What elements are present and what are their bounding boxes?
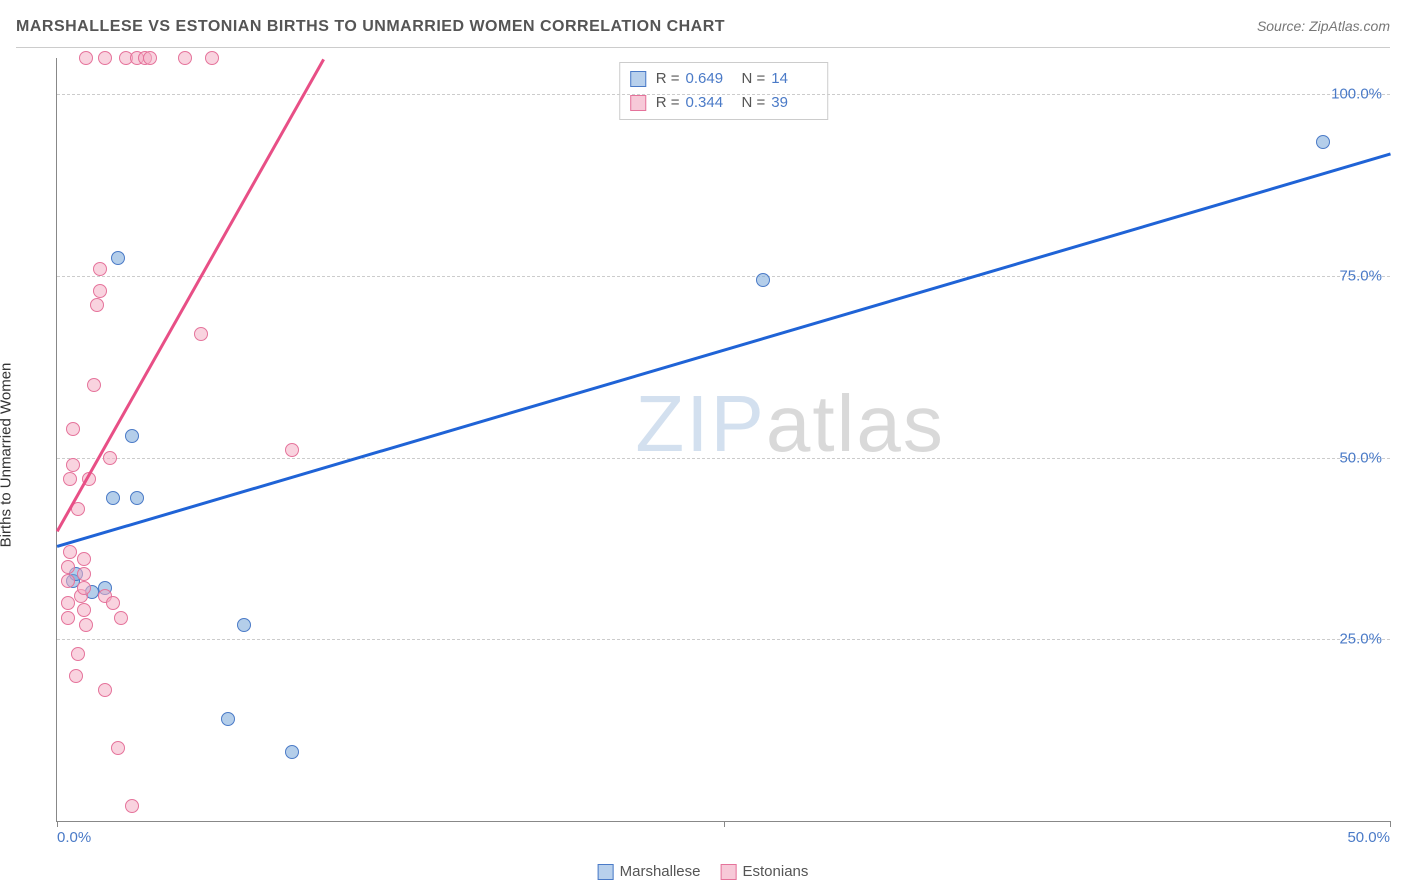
scatter-point xyxy=(205,51,219,65)
scatter-point xyxy=(79,51,93,65)
stats-row: R =0.649 N =14 xyxy=(630,67,818,91)
scatter-point xyxy=(143,51,157,65)
scatter-point xyxy=(111,741,125,755)
legend-label: Marshallese xyxy=(620,863,701,880)
y-axis-label: Births to Unmarried Women xyxy=(0,363,15,548)
scatter-point xyxy=(237,618,251,632)
scatter-point xyxy=(71,647,85,661)
legend-label: Estonians xyxy=(743,863,809,880)
trend-line xyxy=(57,153,1391,548)
scatter-point xyxy=(79,618,93,632)
scatter-point xyxy=(61,596,75,610)
stat-n-value: 14 xyxy=(771,67,817,91)
scatter-point xyxy=(61,611,75,625)
scatter-point xyxy=(61,560,75,574)
chart-header: MARSHALLESE VS ESTONIAN BIRTHS TO UNMARR… xyxy=(16,18,1390,48)
gridline xyxy=(57,458,1390,459)
scatter-point xyxy=(77,603,91,617)
legend-swatch xyxy=(598,864,614,880)
x-tick-mark xyxy=(1390,821,1391,827)
scatter-point xyxy=(1316,135,1330,149)
scatter-point xyxy=(103,451,117,465)
scatter-point xyxy=(87,378,101,392)
stat-r-value: 0.649 xyxy=(686,67,732,91)
series-legend: Marshallese Estonians xyxy=(598,863,809,880)
scatter-point xyxy=(125,799,139,813)
scatter-point xyxy=(63,472,77,486)
scatter-point xyxy=(77,567,91,581)
scatter-point xyxy=(66,422,80,436)
scatter-point xyxy=(63,545,77,559)
chart-title: MARSHALLESE VS ESTONIAN BIRTHS TO UNMARR… xyxy=(16,18,725,36)
scatter-point xyxy=(178,51,192,65)
scatter-point xyxy=(93,262,107,276)
plot-area: ZIPatlas R =0.649N =14R =0.344N =39 25.0… xyxy=(56,58,1390,822)
legend-swatch xyxy=(630,95,646,111)
scatter-point xyxy=(285,443,299,457)
gridline xyxy=(57,276,1390,277)
y-tick-label: 100.0% xyxy=(1331,86,1382,103)
watermark-zip: ZIP xyxy=(635,379,765,468)
scatter-point xyxy=(111,251,125,265)
watermark: ZIPatlas xyxy=(635,378,944,470)
stats-legend: R =0.649N =14R =0.344N =39 xyxy=(619,62,829,120)
legend-swatch xyxy=(721,864,737,880)
scatter-point xyxy=(130,491,144,505)
legend-swatch xyxy=(630,71,646,87)
x-tick-label: 50.0% xyxy=(1347,829,1390,846)
stat-r-label: R = xyxy=(656,67,680,91)
legend-item: Estonians xyxy=(721,863,809,880)
scatter-point xyxy=(77,552,91,566)
y-tick-label: 75.0% xyxy=(1339,268,1382,285)
scatter-point xyxy=(285,745,299,759)
x-tick-label: 0.0% xyxy=(57,829,91,846)
legend-item: Marshallese xyxy=(598,863,701,880)
scatter-point xyxy=(98,683,112,697)
y-tick-label: 50.0% xyxy=(1339,449,1382,466)
scatter-point xyxy=(756,273,770,287)
scatter-point xyxy=(194,327,208,341)
scatter-point xyxy=(77,581,91,595)
scatter-point xyxy=(125,429,139,443)
x-tick-mark xyxy=(57,821,58,827)
scatter-point xyxy=(106,491,120,505)
source-attribution: Source: ZipAtlas.com xyxy=(1257,18,1390,34)
x-tick-mark xyxy=(724,821,725,827)
scatter-point xyxy=(114,611,128,625)
scatter-point xyxy=(66,458,80,472)
y-tick-label: 25.0% xyxy=(1339,631,1382,648)
scatter-point xyxy=(69,669,83,683)
stat-n-label: N = xyxy=(742,67,766,91)
chart-container: Births to Unmarried Women ZIPatlas R =0.… xyxy=(16,58,1390,852)
scatter-point xyxy=(93,284,107,298)
gridline xyxy=(57,639,1390,640)
scatter-point xyxy=(61,574,75,588)
scatter-point xyxy=(106,596,120,610)
scatter-point xyxy=(98,51,112,65)
watermark-atlas: atlas xyxy=(766,379,945,468)
scatter-point xyxy=(221,712,235,726)
gridline xyxy=(57,94,1390,95)
scatter-point xyxy=(90,298,104,312)
